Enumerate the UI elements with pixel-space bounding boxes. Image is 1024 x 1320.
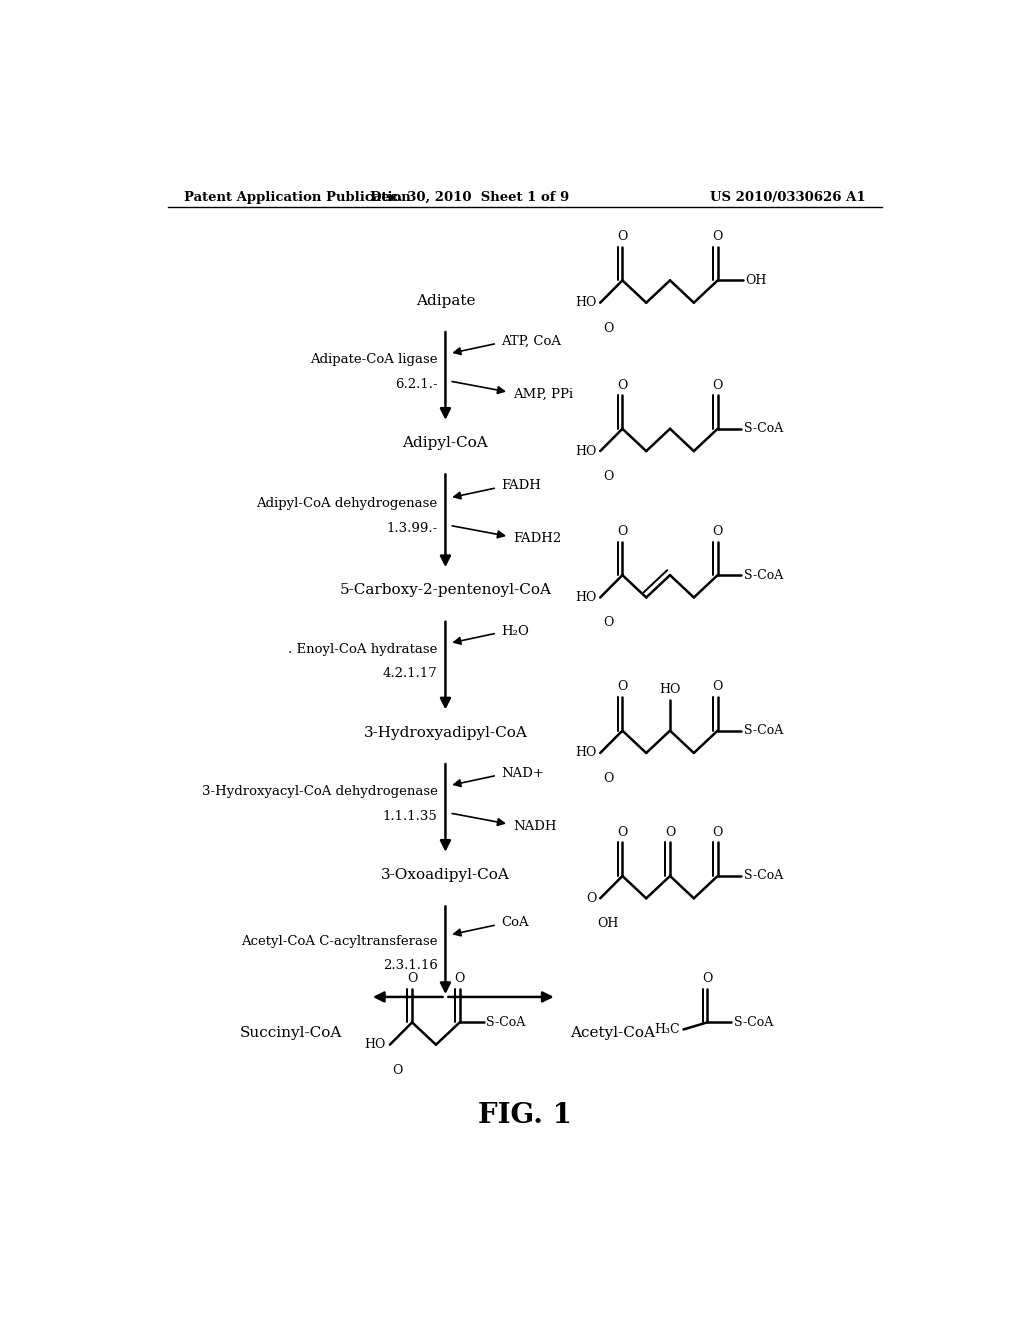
Text: Adipyl-CoA dehydrogenase: Adipyl-CoA dehydrogenase <box>256 498 437 511</box>
Text: O: O <box>392 1064 403 1077</box>
Text: O: O <box>713 379 723 392</box>
Text: AMP, PPi: AMP, PPi <box>513 388 573 401</box>
Text: O: O <box>713 680 723 693</box>
Text: H₂O: H₂O <box>501 624 528 638</box>
Text: S-CoA: S-CoA <box>733 1016 773 1028</box>
Text: Dec. 30, 2010  Sheet 1 of 9: Dec. 30, 2010 Sheet 1 of 9 <box>370 190 569 203</box>
Text: O: O <box>455 972 465 985</box>
Text: O: O <box>713 230 723 243</box>
Text: 4.2.1.17: 4.2.1.17 <box>383 667 437 680</box>
Text: 2.3.1.16: 2.3.1.16 <box>383 958 437 972</box>
Text: OH: OH <box>745 273 767 286</box>
Text: Patent Application Publication: Patent Application Publication <box>183 190 411 203</box>
Text: HO: HO <box>574 296 596 309</box>
Text: O: O <box>617 680 628 693</box>
Text: US 2010/0330626 A1: US 2010/0330626 A1 <box>711 190 866 203</box>
Text: O: O <box>713 525 723 539</box>
Text: O: O <box>603 772 613 785</box>
Text: S-CoA: S-CoA <box>743 870 783 883</box>
Text: S-CoA: S-CoA <box>486 1016 525 1028</box>
Text: HO: HO <box>574 591 596 605</box>
Text: O: O <box>617 230 628 243</box>
Text: NAD+: NAD+ <box>501 767 544 780</box>
Text: O: O <box>603 322 613 335</box>
Text: O: O <box>617 525 628 539</box>
Text: O: O <box>617 379 628 392</box>
Text: H₃C: H₃C <box>654 1023 680 1036</box>
Text: 6.2.1.-: 6.2.1.- <box>395 378 437 391</box>
Text: Acetyl-CoA C-acyltransferase: Acetyl-CoA C-acyltransferase <box>241 935 437 948</box>
Text: NADH: NADH <box>513 820 556 833</box>
Text: CoA: CoA <box>501 916 528 929</box>
Text: 1.1.1.35: 1.1.1.35 <box>383 809 437 822</box>
Text: O: O <box>407 972 418 985</box>
Text: 3-Oxoadipyl-CoA: 3-Oxoadipyl-CoA <box>381 869 510 882</box>
Text: O: O <box>665 826 675 838</box>
Text: O: O <box>702 972 713 985</box>
Text: HO: HO <box>365 1039 386 1051</box>
Text: O: O <box>603 616 613 630</box>
Text: HO: HO <box>659 684 681 697</box>
Text: HO: HO <box>574 747 596 759</box>
Text: Succinyl-CoA: Succinyl-CoA <box>240 1026 342 1040</box>
Text: 1.3.99.-: 1.3.99.- <box>386 521 437 535</box>
Text: . Enoyl-CoA hydratase: . Enoyl-CoA hydratase <box>288 643 437 656</box>
Text: O: O <box>586 892 596 904</box>
Text: Acetyl-CoA: Acetyl-CoA <box>569 1026 654 1040</box>
Text: S-CoA: S-CoA <box>743 569 783 582</box>
Text: S-CoA: S-CoA <box>743 422 783 436</box>
Text: FADH: FADH <box>501 479 541 492</box>
Text: Adipate: Adipate <box>416 293 475 308</box>
Text: 5-Carboxy-2-pentenoyl-CoA: 5-Carboxy-2-pentenoyl-CoA <box>339 583 552 598</box>
Text: 3-Hydroxyacyl-CoA dehydrogenase: 3-Hydroxyacyl-CoA dehydrogenase <box>202 785 437 799</box>
Text: O: O <box>617 826 628 838</box>
Text: O: O <box>603 470 613 483</box>
Text: 3-Hydroxyadipyl-CoA: 3-Hydroxyadipyl-CoA <box>364 726 527 739</box>
Text: O: O <box>713 826 723 838</box>
Text: FIG. 1: FIG. 1 <box>478 1102 571 1130</box>
Text: FADH2: FADH2 <box>513 532 561 545</box>
Text: Adipyl-CoA: Adipyl-CoA <box>402 436 488 450</box>
Text: S-CoA: S-CoA <box>743 725 783 737</box>
Text: ATP, CoA: ATP, CoA <box>501 335 561 348</box>
Text: OH: OH <box>597 917 618 931</box>
Text: HO: HO <box>574 445 596 458</box>
Text: Adipate-CoA ligase: Adipate-CoA ligase <box>310 354 437 366</box>
